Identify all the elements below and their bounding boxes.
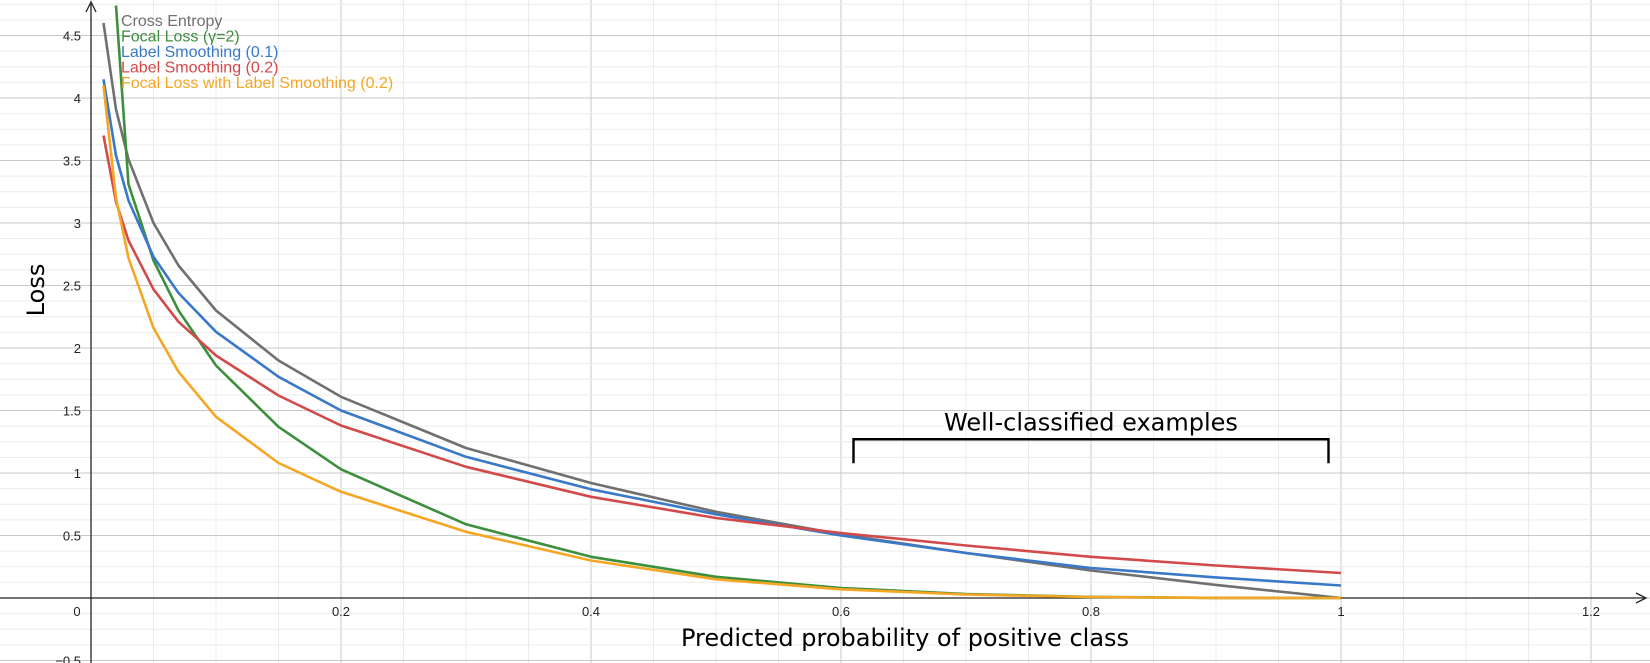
y-axis-label: Loss [22,264,50,317]
x-tick-label: 1 [1337,604,1344,619]
y-tick-label: 0.5 [63,529,81,544]
legend-entry: Focal Loss (γ=2) [121,29,240,46]
x-tick-label: 1.2 [1582,604,1600,619]
y-axis-arrow [85,0,97,13]
y-tick-labels: −0.5 0.5 1 1.5 2 2.5 3 3.5 4 4.5 [55,29,81,663]
series-line-1 [102,22,1342,600]
x-tick-label: 0.6 [832,604,850,619]
series-line-5 [102,85,1342,600]
series-line-3 [102,79,1342,587]
legend-entry: Cross Entropy [121,13,222,30]
annotation-label: Well-classified examples [944,408,1238,436]
y-tick-label: 1 [74,466,81,481]
x-axis-label: Predicted probability of positive class [681,624,1129,652]
legend-entry: Label Smoothing (0.1) [121,44,278,61]
y-tick-label: 3 [74,216,81,231]
y-tick-label: 2 [74,341,81,356]
y-tick-label: 1.5 [63,404,81,419]
x-axis-arrow [1635,592,1648,604]
annotation: Well-classified examples [852,408,1330,464]
legend-entry: Focal Loss with Label Smoothing (0.2) [121,75,393,92]
y-tick-label: −0.5 [55,654,81,663]
annotation-bracket [852,438,1330,464]
series-line-2 [114,5,1342,600]
y-tick-label: 3.5 [63,154,81,169]
legend-entry: Label Smoothing (0.2) [121,60,278,77]
x-tick-label: 0.2 [332,604,350,619]
x-tick-label: 0.8 [1082,604,1100,619]
series-line-4 [102,135,1342,575]
series-lines [102,5,1342,600]
x-tick-labels: 0 0.2 0.4 0.6 0.8 1 1.2 [73,604,1600,619]
x-tick-label: 0 [73,604,80,619]
y-tick-label: 4.5 [63,29,81,44]
y-tick-label: 2.5 [63,279,81,294]
y-tick-label: 4 [74,91,81,106]
x-tick-label: 0.4 [582,604,600,619]
